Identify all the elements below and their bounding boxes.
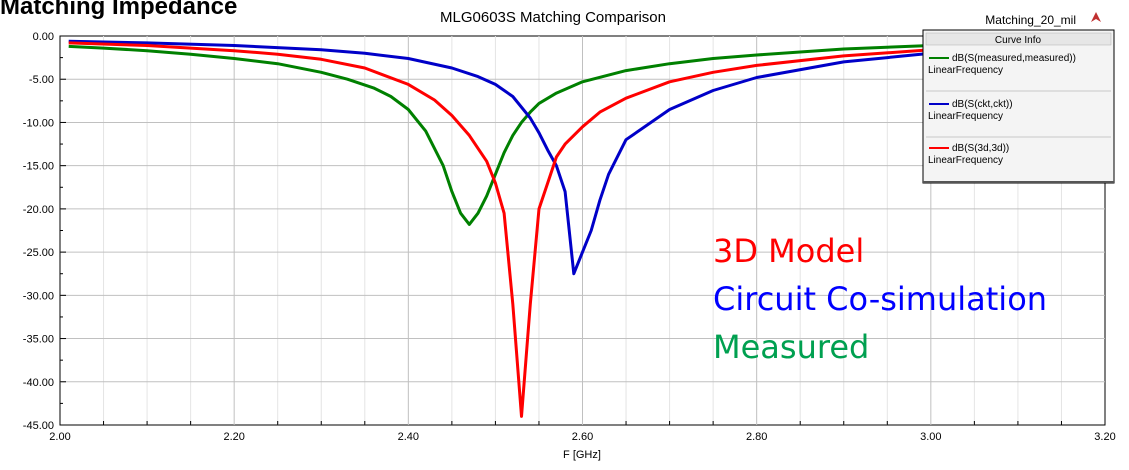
design-name-label: Matching_20_mil [985,13,1076,27]
axis-ticks [60,35,1062,426]
x-tick-label: 2.20 [223,431,244,443]
legend[interactable]: Curve Info dB(S(measured,measured)) Line… [922,29,1115,184]
legend-title: Curve Info [995,35,1042,46]
x-tick-labels: 2.00 2.20 2.40 2.60 2.80 3.00 3.20 [49,431,1115,443]
legend-entry-3d-name: dB(S(3d,3d)) [952,143,1009,154]
annotation-3d-model: 3D Model [713,232,864,270]
series-line-2 [68,41,1106,418]
legend-entry-measured-sweep: LinearFrequency [928,65,1003,76]
y-tick-label: -30.00 [23,290,54,302]
y-tick-labels: 0.00 -5.00 -10.00 -15.00 -20.00 -25.00 -30.00 -… [23,31,54,432]
y-tick-label: -45.00 [23,420,54,432]
x-tick-label: 2.80 [746,431,767,443]
y-tick-label: -35.00 [23,334,54,346]
series-line-1 [68,39,1106,276]
y-tick-label: -10.00 [23,117,54,129]
y-tick-label: -15.00 [23,161,54,173]
x-tick-label: 2.00 [49,431,70,443]
legend-entry-ckt-name: dB(S(ckt,ckt)) [952,99,1013,110]
annotation-circuit-cosim: Circuit Co-simulation [713,280,1047,318]
series-line-0 [68,39,1106,226]
x-tick-label: 3.20 [1094,431,1115,443]
y-tick-label: -5.00 [29,74,54,86]
top-left-heading: Matching Impedance [0,0,237,20]
legend-entry-ckt-sweep: LinearFrequency [928,111,1003,122]
y-tick-label: -25.00 [23,247,54,259]
legend-entry-measured-name: dB(S(measured,measured)) [952,53,1076,64]
chart-title: MLG0603S Matching Comparison [440,9,666,26]
y-tick-label: -40.00 [23,377,54,389]
series-lines [68,39,1106,418]
legend-header [925,32,1112,46]
x-tick-label: 3.00 [920,431,941,443]
up-arrow-icon[interactable] [1091,12,1101,22]
legend-entry-3d-sweep: LinearFrequency [928,155,1003,166]
annotations: 3D Model Circuit Co-simulation Measured [713,232,1047,366]
y-tick-label: 0.00 [33,31,54,43]
x-tick-label: 2.60 [572,431,593,443]
y-tick-label: -20.00 [23,204,54,216]
annotation-measured: Measured [713,328,869,366]
x-axis-label: F [GHz] [563,449,601,461]
x-tick-label: 2.40 [398,431,419,443]
legend-box [922,29,1115,184]
